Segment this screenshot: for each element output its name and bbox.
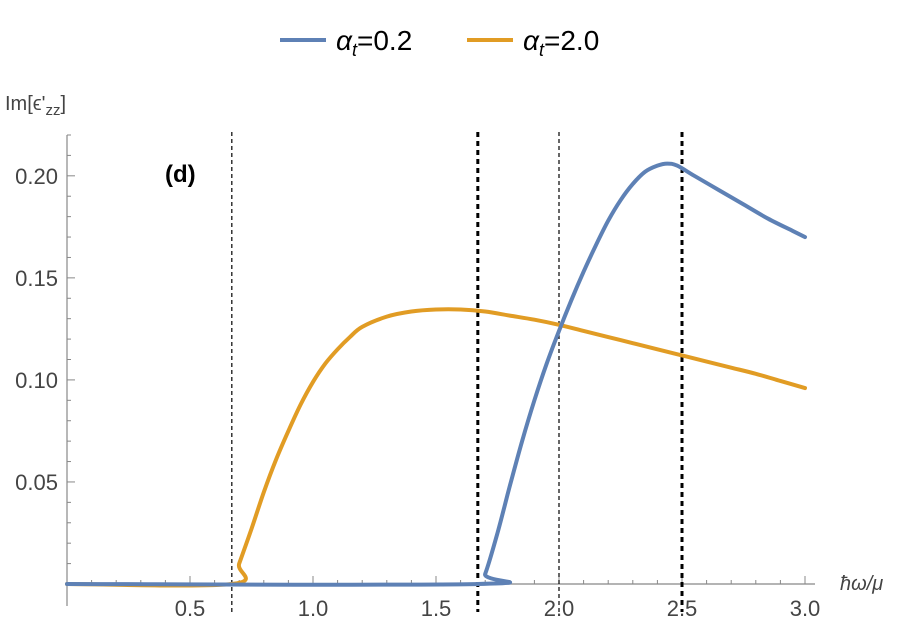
- x-tick-label: 1.5: [421, 596, 452, 621]
- axes: [66, 135, 815, 606]
- x-tick-label: 3.0: [790, 596, 821, 621]
- x-tick-label: 0.5: [175, 596, 206, 621]
- y-tick-label: 0.10: [15, 368, 58, 393]
- panel-annotation: (d): [165, 161, 196, 188]
- x-axis-label: ħω/μ: [840, 573, 883, 595]
- x-tick-label: 1.0: [298, 596, 329, 621]
- x-tick-label: 2.5: [667, 596, 698, 621]
- y-tick-label: 0.05: [15, 470, 58, 495]
- legend: αt=0.2 αt=2.0: [280, 25, 599, 60]
- y-tick-label: 0.20: [15, 164, 58, 189]
- series-line-1: [65, 161, 807, 587]
- series-lines: [65, 161, 807, 588]
- reference-lines: [231, 132, 684, 612]
- legend-label-series-1: αt=0.2: [336, 25, 412, 60]
- y-axis-label: Im[ϵ'zz]: [5, 93, 66, 119]
- y-tick-label: 0.15: [15, 266, 58, 291]
- series-line-2: [65, 307, 807, 588]
- ticks: 0.5 1.0 1.5 2.0 2.5 3.00.050.100.150.20: [15, 134, 821, 621]
- legend-label-series-2: αt=2.0: [523, 25, 599, 60]
